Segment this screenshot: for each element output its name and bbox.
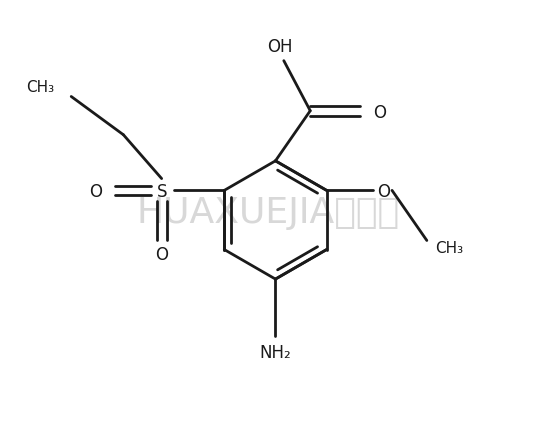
Text: CH₃: CH₃ (435, 242, 463, 256)
Text: O: O (373, 104, 386, 122)
Text: O: O (377, 183, 390, 201)
Text: NH₂: NH₂ (259, 345, 292, 363)
Text: O: O (90, 183, 103, 201)
Text: CH₃: CH₃ (26, 80, 54, 95)
Text: HUAXUEJIA化学加: HUAXUEJIA化学加 (137, 196, 400, 230)
Text: OH: OH (267, 38, 293, 56)
Text: S: S (156, 183, 167, 201)
Text: O: O (155, 246, 168, 264)
